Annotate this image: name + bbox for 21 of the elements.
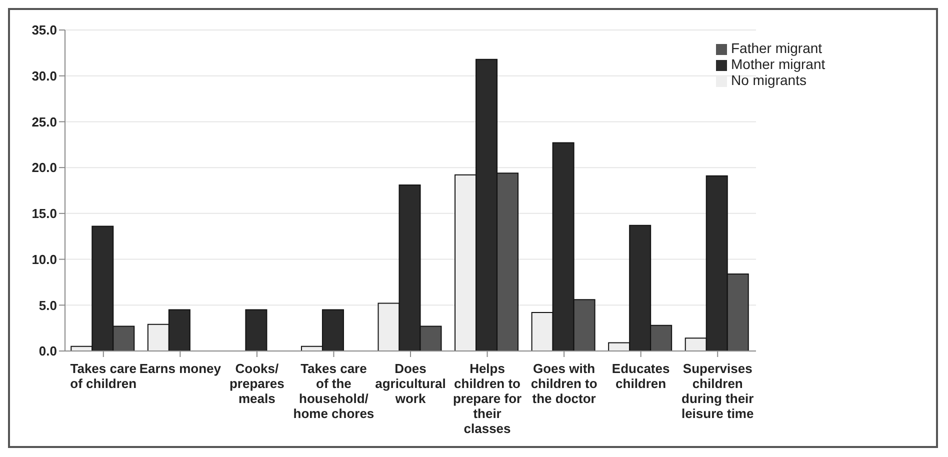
x-tick-label: Earns money [139, 361, 222, 376]
legend-label: Father migrant [731, 40, 822, 56]
legend-label: Mother migrant [731, 56, 826, 72]
y-tick-label: 30.0 [32, 68, 57, 84]
x-tick-label: Supervises children during their leisure time [681, 361, 754, 421]
y-tick-label: 20.0 [32, 160, 57, 176]
x-tick-label: Cooks/ prepares meals [229, 361, 284, 406]
x-tick-label: Takes care of children [70, 361, 137, 391]
y-tick-label: 15.0 [32, 206, 57, 222]
x-tick-label: Does agricultural work [375, 361, 446, 406]
y-tick-label: 35.0 [32, 22, 57, 38]
y-tick-label: 0.0 [38, 344, 57, 359]
y-tick-label: 25.0 [32, 114, 57, 130]
legend-label: No migrants [731, 72, 806, 88]
x-tick-label: Takes care of the household/ home chores [293, 361, 374, 421]
x-tick-label: Educates children [612, 361, 670, 391]
y-tick-label: 10.0 [32, 252, 57, 267]
x-tick-label: Helps children to prepare for their classes [452, 361, 522, 436]
bar [245, 309, 268, 351]
y-tick-label: 5.0 [38, 298, 57, 313]
x-tick-label: Goes with children to the doctor [530, 361, 598, 406]
